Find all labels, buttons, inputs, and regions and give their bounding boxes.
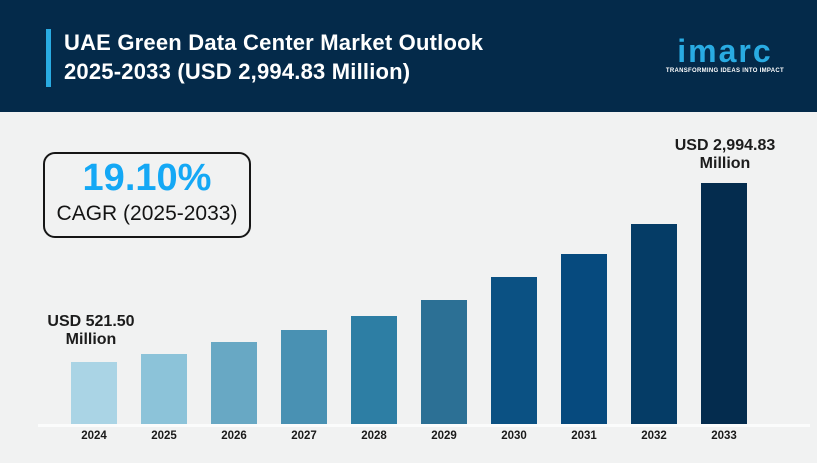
x-axis-label-2025: 2025 <box>151 430 177 442</box>
x-axis-label-2028: 2028 <box>361 430 387 442</box>
x-axis-label-2033: 2033 <box>711 430 737 442</box>
bar-2031 <box>561 254 607 424</box>
page-title: UAE Green Data Center Market Outlook 202… <box>64 28 483 86</box>
title-accent-bar <box>46 29 51 87</box>
page-title-line2: 2025-2033 (USD 2,994.83 Million) <box>64 59 411 84</box>
bar-2029 <box>421 300 467 424</box>
cagr-label: CAGR (2025-2033) <box>56 202 238 225</box>
x-axis-label-2024: 2024 <box>81 430 107 442</box>
x-axis-label-2029: 2029 <box>431 430 457 442</box>
x-axis-label-2027: 2027 <box>291 430 317 442</box>
header: UAE Green Data Center Market Outlook 202… <box>0 0 817 112</box>
page-title-line1: UAE Green Data Center Market Outlook <box>64 30 484 55</box>
bar-2025 <box>141 354 187 424</box>
first-bar-value-line1: USD 521.50 <box>47 313 135 330</box>
x-axis-line <box>38 424 810 427</box>
x-axis-label-2031: 2031 <box>571 430 597 442</box>
bar-2026 <box>211 342 257 424</box>
cagr-value: 19.10% <box>82 157 212 199</box>
bar-2027 <box>281 330 327 424</box>
imarc-logo-tagline: TRANSFORMING IDEAS INTO IMPACT <box>665 68 784 74</box>
bar-2028 <box>351 316 397 424</box>
bar-2030 <box>491 277 537 424</box>
x-axis-label-2026: 2026 <box>221 430 247 442</box>
last-bar-value-line1: USD 2,994.83 <box>674 137 776 154</box>
x-axis-label-2032: 2032 <box>641 430 667 442</box>
bar-2024 <box>71 362 117 424</box>
cagr-box: 19.10% CAGR (2025-2033) <box>43 152 251 238</box>
bar-2032 <box>631 224 677 424</box>
first-bar-value-line2: Million <box>65 331 117 348</box>
last-bar-value-line2: Million <box>699 155 751 172</box>
last-bar-value-label: USD 2,994.83 Million <box>640 137 810 173</box>
bar-2033 <box>701 183 747 424</box>
imarc-logo-wordmark: imarc <box>677 33 773 69</box>
imarc-logo: imarc TRANSFORMING IDEAS INTO IMPACT <box>665 33 784 74</box>
x-axis-label-2030: 2030 <box>501 430 527 442</box>
first-bar-value-label: USD 521.50 Million <box>6 313 176 349</box>
